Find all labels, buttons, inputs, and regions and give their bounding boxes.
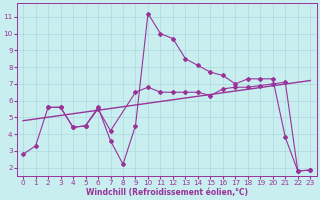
X-axis label: Windchill (Refroidissement éolien,°C): Windchill (Refroidissement éolien,°C) [86, 188, 248, 197]
